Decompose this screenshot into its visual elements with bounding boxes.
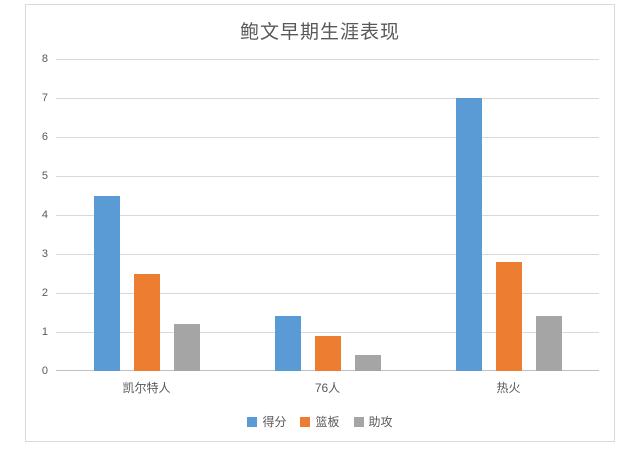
legend-swatch-icon [247, 416, 258, 427]
gridline [56, 137, 599, 138]
legend-item: 得分 [247, 413, 286, 430]
bar-助攻-凯尔特人 [173, 324, 200, 371]
gridline [56, 254, 599, 255]
gridline [56, 215, 599, 216]
y-tick-label: 4 [41, 209, 48, 221]
gridline [56, 293, 599, 294]
y-tick-label: 7 [41, 92, 48, 104]
legend-swatch-icon [300, 416, 311, 427]
bar-篮板-热火 [495, 261, 522, 371]
y-tick-label: 5 [41, 170, 48, 182]
legend-item: 助攻 [353, 413, 393, 430]
plot-area: 0 1 2 3 4 5 6 7 8 [42, 53, 599, 377]
y-tick-label: 1 [41, 326, 48, 338]
chart-title: 鲍文早期生涯表现 [239, 22, 400, 43]
gridline [56, 59, 599, 60]
legend-swatch-icon [353, 416, 364, 427]
bar-篮板-凯尔特人 [133, 273, 160, 371]
bar-groups [56, 59, 599, 371]
bar-篮板-76人 [314, 335, 341, 371]
y-tick-label: 3 [41, 248, 48, 260]
bar-得分-热火 [455, 98, 482, 371]
gridline [56, 98, 599, 99]
legend-label: 得分 [262, 415, 287, 429]
gridline [56, 332, 599, 333]
bar-得分-76人 [274, 316, 301, 371]
legend-label: 篮板 [315, 415, 340, 429]
x-axis-label: 76人 [314, 381, 341, 395]
x-axis-labels: 凯尔特人 76人 热火 [56, 379, 599, 396]
y-tick-label: 2 [41, 287, 48, 299]
x-axis-label: 热火 [496, 381, 521, 395]
chart-container: 鲍文早期生涯表现 0 1 2 3 4 5 6 7 8 凯尔特人 76人 热火 得分 篮板 助攻 [25, 4, 615, 442]
bar-group [237, 59, 418, 371]
legend-item: 篮板 [300, 413, 340, 430]
chart-legend: 得分 篮板 助攻 [26, 413, 614, 430]
y-tick-label: 0 [41, 365, 48, 377]
bar-得分-凯尔特人 [93, 195, 120, 371]
bar-助攻-76人 [354, 355, 381, 371]
bar-group [56, 59, 237, 371]
legend-label: 助攻 [368, 415, 393, 429]
gridline [56, 176, 599, 177]
y-tick-label: 8 [41, 53, 48, 65]
y-tick-label: 6 [41, 131, 48, 143]
x-axis-label: 凯尔特人 [122, 381, 171, 395]
bar-助攻-热火 [535, 316, 562, 371]
bar-group [418, 59, 599, 371]
